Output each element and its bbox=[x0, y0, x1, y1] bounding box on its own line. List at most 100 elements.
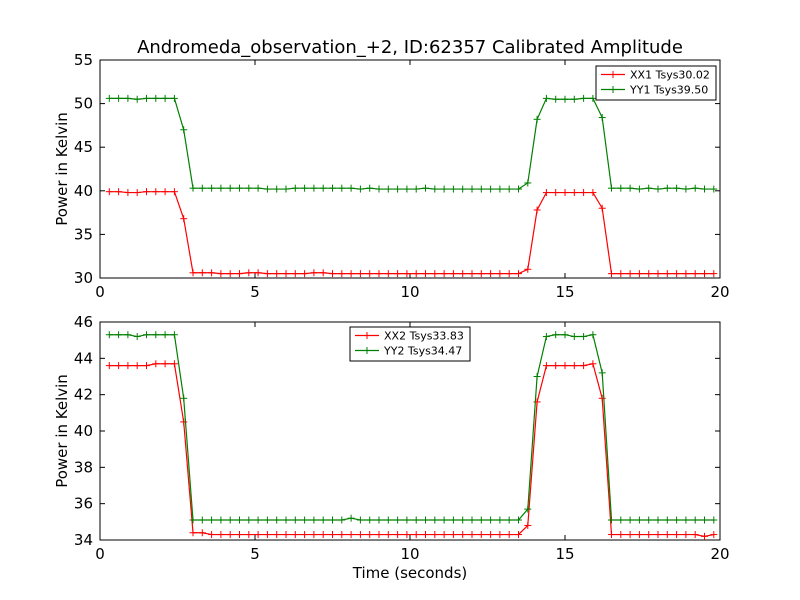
bottom-point-yy2 bbox=[115, 331, 123, 339]
top-point-yy1 bbox=[198, 184, 206, 192]
top-point-xx1 bbox=[468, 270, 476, 278]
top-point-xx1 bbox=[291, 270, 299, 278]
bottom-point-xx2 bbox=[542, 362, 550, 370]
bottom-point-yy2 bbox=[291, 516, 299, 524]
bottom-point-xx2 bbox=[384, 531, 392, 539]
bottom-point-yy2 bbox=[198, 516, 206, 524]
bottom-point-xx2 bbox=[449, 531, 457, 539]
top-point-yy1 bbox=[487, 185, 495, 193]
top-legend-box bbox=[595, 65, 717, 101]
top-point-yy1 bbox=[570, 95, 578, 103]
bottom-point-yy2 bbox=[710, 516, 718, 524]
top-point-yy1 bbox=[170, 94, 178, 102]
top-point-xx1 bbox=[152, 188, 160, 196]
top-point-xx1 bbox=[505, 270, 513, 278]
bottom-point-yy2 bbox=[105, 331, 113, 339]
top-point-yy1 bbox=[226, 184, 234, 192]
bottom-point-xx2 bbox=[459, 531, 467, 539]
bottom-point-yy2 bbox=[533, 373, 541, 380]
top-x-tick-label: 5 bbox=[250, 283, 260, 301]
top-point-xx1 bbox=[459, 270, 467, 278]
bottom-x-tick-label: 5 bbox=[250, 545, 260, 563]
bottom-point-yy2 bbox=[626, 516, 634, 524]
bottom-point-xx2 bbox=[617, 531, 625, 539]
bottom-point-yy2 bbox=[496, 516, 504, 524]
top-point-xx1 bbox=[589, 189, 597, 197]
bottom-point-yy2 bbox=[301, 516, 309, 524]
bottom-point-yy2 bbox=[701, 516, 708, 524]
top-point-yy1 bbox=[710, 185, 718, 193]
bottom-point-yy2 bbox=[673, 516, 681, 524]
bottom-point-xx2 bbox=[673, 531, 681, 539]
top-point-yy1 bbox=[189, 184, 197, 192]
top-point-yy1 bbox=[133, 95, 141, 103]
top-point-xx1 bbox=[189, 269, 197, 277]
bottom-point-yy2 bbox=[570, 333, 578, 341]
bottom-y-tick-label: 44 bbox=[74, 349, 93, 367]
top-point-yy1 bbox=[626, 184, 634, 192]
top-y-tick-label: 55 bbox=[74, 51, 93, 69]
top-point-yy1 bbox=[682, 185, 690, 193]
bottom-point-yy2 bbox=[329, 516, 336, 524]
top-point-xx1 bbox=[617, 270, 625, 278]
legend-label: YY1 Tsys39.50 bbox=[629, 84, 708, 97]
bottom-x-tick-label: 0 bbox=[95, 545, 105, 563]
top-point-yy1 bbox=[329, 184, 336, 192]
bottom-point-xx2 bbox=[487, 531, 495, 539]
top-point-yy1 bbox=[542, 94, 550, 102]
bottom-point-xx2 bbox=[440, 531, 448, 539]
top-point-xx1 bbox=[701, 270, 708, 278]
top-point-xx1 bbox=[245, 269, 253, 277]
top-point-xx1 bbox=[635, 270, 643, 278]
top-point-xx1 bbox=[570, 189, 578, 197]
x-axis-label: Time (seconds) bbox=[352, 564, 468, 582]
top-point-yy1 bbox=[403, 185, 411, 193]
top-point-xx1 bbox=[515, 270, 522, 278]
top-point-xx1 bbox=[682, 270, 690, 278]
bottom-point-xx2 bbox=[273, 531, 281, 539]
bottom-point-yy2 bbox=[663, 516, 671, 524]
top-point-xx1 bbox=[301, 270, 309, 278]
top-y-axis-label: Power in Kelvin bbox=[53, 112, 71, 226]
top-point-xx1 bbox=[329, 270, 336, 278]
top-point-yy1 bbox=[654, 185, 662, 193]
top-point-xx1 bbox=[115, 188, 123, 196]
top-point-xx1 bbox=[124, 189, 132, 197]
top-legend: XX1 Tsys30.02 YY1 Tsys39.50 bbox=[595, 65, 717, 101]
bottom-point-yy2 bbox=[394, 516, 402, 524]
top-point-yy1 bbox=[468, 185, 476, 193]
top-point-xx1 bbox=[226, 270, 234, 278]
top-point-xx1 bbox=[449, 270, 457, 278]
bottom-point-yy2 bbox=[515, 516, 522, 524]
top-y-tick-label: 50 bbox=[74, 95, 93, 113]
legend-label: YY2 Tsys34.47 bbox=[383, 345, 462, 358]
top-point-yy1 bbox=[161, 94, 169, 102]
top-point-xx1 bbox=[282, 270, 290, 278]
top-point-yy1 bbox=[310, 184, 318, 192]
top-point-yy1 bbox=[412, 185, 420, 193]
bottom-point-xx2 bbox=[115, 362, 123, 370]
top-point-xx1 bbox=[403, 270, 411, 278]
bottom-y-tick-label: 36 bbox=[74, 495, 93, 513]
top-point-yy1 bbox=[143, 94, 150, 102]
top-point-xx1 bbox=[338, 270, 346, 278]
legend-label: XX2 Tsys33.83 bbox=[384, 330, 464, 343]
bottom-point-yy2 bbox=[356, 516, 364, 524]
bottom-point-xx2 bbox=[654, 531, 662, 539]
top-point-yy1 bbox=[236, 184, 243, 192]
top-point-xx1 bbox=[356, 270, 364, 278]
top-point-xx1 bbox=[273, 270, 281, 278]
top-point-yy1 bbox=[319, 184, 327, 192]
bottom-point-yy2 bbox=[691, 516, 699, 524]
bottom-point-xx2 bbox=[608, 531, 615, 539]
bottom-legend-entry-yy2: YY2 Tsys34.47 bbox=[355, 345, 462, 358]
bottom-point-yy2 bbox=[124, 331, 132, 339]
top-point-yy1 bbox=[217, 184, 225, 192]
top-point-xx1 bbox=[254, 269, 262, 277]
bottom-point-xx2 bbox=[626, 531, 634, 539]
bottom-legend-box bbox=[349, 326, 471, 362]
top-point-yy1 bbox=[645, 184, 653, 192]
top-point-yy1 bbox=[180, 126, 188, 134]
top-x-tick-label: 0 bbox=[95, 283, 105, 301]
